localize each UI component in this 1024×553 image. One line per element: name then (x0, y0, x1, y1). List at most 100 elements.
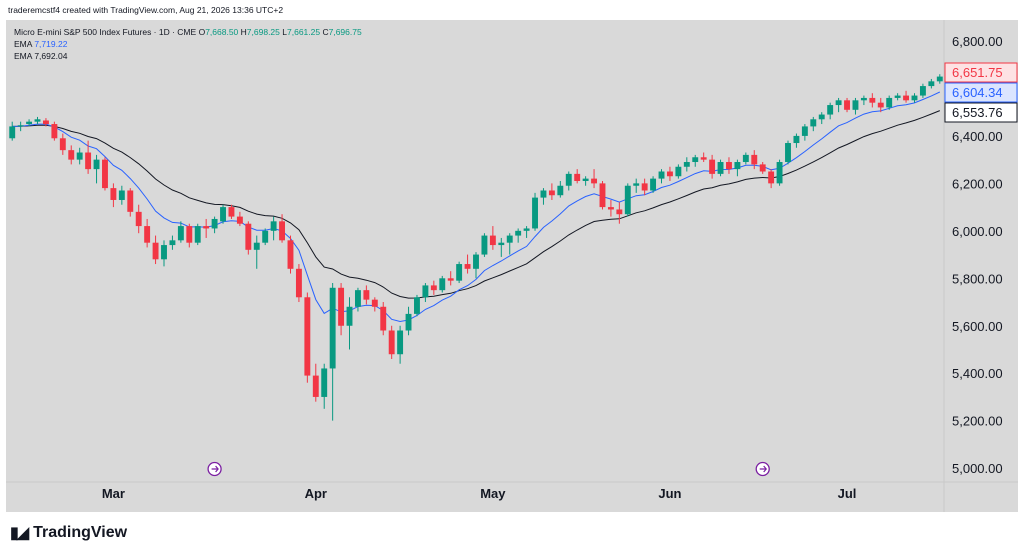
candle-body (118, 190, 125, 200)
candle-body (405, 313, 412, 331)
candle-body (928, 81, 935, 87)
candle-body (506, 235, 513, 243)
x-tick-label: Mar (102, 486, 125, 501)
x-tick-label: Jul (838, 486, 857, 501)
candle-body (338, 287, 345, 326)
candle-body (329, 287, 336, 369)
candle-body (532, 197, 538, 229)
candle-body (447, 278, 454, 281)
candle-body (835, 100, 842, 106)
legend-high-label: H (240, 27, 247, 37)
candle-body (498, 242, 505, 246)
legend-close-label: C (322, 27, 329, 37)
candle-body (456, 264, 463, 281)
candle-body (692, 157, 699, 163)
candle-body (127, 190, 134, 212)
brand: ▮◢ TradingView (10, 523, 127, 543)
candle-body (666, 171, 673, 177)
y-tick-label: 5,800.00 (952, 271, 1003, 286)
candle-body (76, 152, 83, 160)
legend-open: 7,668.50 (205, 27, 239, 37)
dividend-arrow-glyph (759, 465, 767, 473)
ema-fast-line (12, 91, 941, 323)
candle-body (709, 159, 716, 174)
y-tick-label: 5,600.00 (952, 319, 1003, 334)
candle-body (152, 242, 159, 260)
y-tick-label: 6,800.00 (952, 34, 1003, 49)
candle-body (700, 157, 707, 160)
candle-body (397, 330, 404, 355)
legend-ema-fast-label: EMA (14, 39, 32, 49)
tradingview-logo-icon: ▮◢ (10, 525, 29, 542)
candle-body (177, 226, 184, 241)
candle-body (371, 299, 378, 307)
legend-close: 7,696.75 (328, 27, 362, 37)
y-tick-label: 5,200.00 (952, 414, 1003, 429)
candle-body (726, 162, 732, 170)
candle-body (245, 223, 252, 250)
candle-body (211, 218, 218, 229)
candle-body (346, 306, 353, 326)
legend-ema-fast-row: EMA 7,719.22 (14, 38, 362, 50)
candle-body (793, 135, 800, 144)
candle-body (844, 100, 850, 110)
candle-body (641, 183, 648, 191)
candle-body (827, 105, 834, 115)
legend-ema-fast-value: 7,719.22 (34, 39, 68, 49)
candle-body (919, 86, 926, 96)
candle-body (414, 297, 420, 314)
chart-caption: traderemcstf4 created with TradingView.c… (8, 5, 284, 15)
candle-body (548, 190, 555, 196)
candle-body (742, 154, 749, 163)
candle-body (860, 97, 867, 101)
x-tick-label: Apr (305, 486, 327, 501)
candle-body (683, 162, 690, 167)
candle-body (650, 178, 657, 191)
candle-body (26, 121, 33, 125)
y-tick-label: 5,400.00 (952, 366, 1003, 381)
candle-body (380, 306, 387, 331)
candle-body (388, 330, 395, 355)
price-label: 6,553.76 (952, 105, 1003, 120)
legend-open-label: O (198, 27, 206, 37)
candle-body (253, 242, 260, 250)
candle-body (295, 268, 302, 298)
candle-body (869, 97, 876, 103)
candle-body (270, 221, 277, 231)
candle-body (624, 185, 631, 215)
candle-body (464, 264, 471, 269)
candle-body (439, 278, 446, 291)
candle-body (911, 95, 918, 101)
candle-body (42, 120, 49, 125)
candle-body (93, 159, 100, 170)
x-tick-label: May (480, 486, 506, 501)
candle-body (599, 183, 606, 208)
candle-body (633, 183, 640, 186)
legend-symbol-row: Micro E-mini S&P 500 Index Futures · 1D … (14, 26, 362, 38)
candle-body (565, 173, 572, 186)
candle-body (321, 368, 328, 397)
candle-body (110, 188, 117, 200)
price-label-box (944, 62, 1018, 83)
y-tick-label: 6,200.00 (952, 176, 1003, 191)
candle-body (169, 240, 176, 246)
candle-body (607, 207, 614, 210)
candle-body (186, 226, 193, 243)
candle-body (801, 126, 808, 136)
chart-legend: Micro E-mini S&P 500 Index Futures · 1D … (14, 26, 362, 62)
candle-body (574, 173, 581, 181)
candle-body (422, 285, 429, 298)
legend-low-label: L (282, 27, 287, 37)
candle-body (877, 102, 884, 108)
candle-body (228, 207, 235, 217)
candle-body (810, 119, 817, 127)
candle-body (557, 185, 564, 196)
candle-body (785, 143, 791, 163)
candle-body (51, 124, 58, 139)
y-tick-label: 6,000.00 (952, 224, 1003, 239)
legend-ema-slow-label: EMA (14, 51, 32, 61)
candle-body (523, 228, 530, 231)
legend-high: 7,698.25 (246, 27, 280, 37)
y-tick-label: 6,400.00 (952, 129, 1003, 144)
